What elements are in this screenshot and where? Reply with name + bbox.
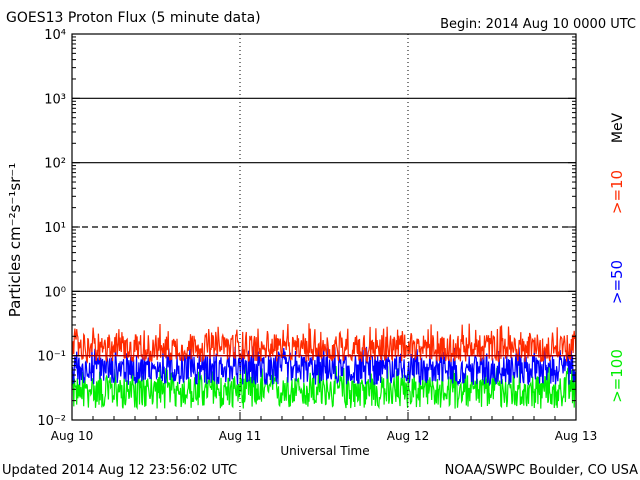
y-tick-label-6: 10⁴ bbox=[44, 28, 66, 43]
begin-time: Begin: 2014 Aug 10 0000 UTC bbox=[440, 17, 636, 32]
unit-label: MeV bbox=[610, 112, 626, 143]
x-tick-label-1: Aug 11 bbox=[219, 429, 262, 443]
updated-time: Updated 2014 Aug 12 23:56:02 UTC bbox=[2, 463, 237, 478]
x-axis-label: Universal Time bbox=[280, 444, 369, 458]
plot-area: 10⁻² 10⁻¹ 10⁰ 10¹ 10² 10³ 10⁴ Aug 10 Aug 11 Aug 1… bbox=[37, 28, 597, 443]
x-tick-label-0: Aug 10 bbox=[51, 429, 94, 443]
y-tick-label-5: 10³ bbox=[44, 92, 66, 107]
y-axis-label: Particles cm⁻²s⁻¹sr⁻¹ bbox=[6, 163, 24, 317]
legend-p50: >=50 bbox=[608, 260, 626, 304]
y-tick-label-4: 10² bbox=[44, 157, 66, 172]
series-line-2 bbox=[71, 365, 577, 411]
legend-p10: >=10 bbox=[608, 170, 626, 214]
x-tick-label-2: Aug 12 bbox=[387, 429, 430, 443]
legend-p100: >=100 bbox=[608, 349, 626, 403]
y-tick-label-0: 10⁻² bbox=[37, 414, 66, 429]
y-tick-label-2: 10⁰ bbox=[44, 285, 66, 300]
x-tick-label-3: Aug 13 bbox=[555, 429, 598, 443]
chart-title: GOES13 Proton Flux (5 minute data) bbox=[6, 10, 261, 26]
credit: NOAA/SWPC Boulder, CO USA bbox=[445, 463, 638, 478]
y-tick-label-3: 10¹ bbox=[44, 221, 66, 236]
y-tick-label-1: 10⁻¹ bbox=[37, 350, 66, 365]
